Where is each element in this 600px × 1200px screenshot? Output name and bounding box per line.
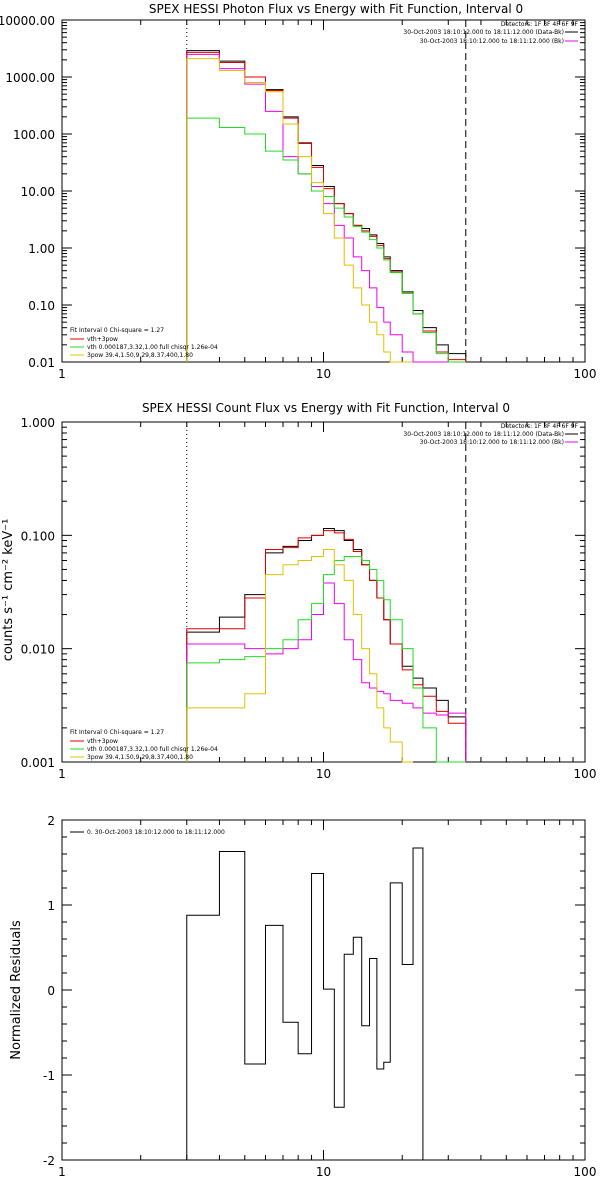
photon-legend-model: vth+3pow bbox=[87, 336, 118, 343]
y-tick-label: 1 bbox=[47, 899, 55, 913]
x-tick-label: 100 bbox=[574, 767, 597, 781]
x-tick-label: 100 bbox=[574, 1165, 597, 1179]
series-3-step-line bbox=[186, 117, 466, 363]
count-flux-title: SPEX HESSI Count Flux vs Energy with Fit… bbox=[142, 401, 510, 415]
series-1-step-line bbox=[186, 530, 467, 762]
photon-legend-bk: 30-Oct-2003 18:10:12.000 to 18:11:12.000… bbox=[420, 38, 564, 45]
count-legend-detectors: Detectors: 1F 3F 4F 6F 9F bbox=[501, 423, 579, 430]
series-2-step-line bbox=[186, 582, 467, 762]
y-tick-label: 0.010 bbox=[21, 643, 55, 657]
photon-legend-vth: vth 0.000187,3.32,1.00 full chisqr 1.26e… bbox=[87, 344, 218, 351]
y-tick-label: 10000.00 bbox=[0, 14, 55, 28]
photon-legend-data-bk: 30-Oct-2003 18:10:12.000 to 18:11:12.000… bbox=[403, 29, 564, 36]
residuals-panel: Normalized Residuals 1 10 100 -2 -1 0 1 2 0. 30… bbox=[9, 814, 596, 1179]
photon-legend-fit: Fit Interval 0 Chi-square = 1.27 bbox=[70, 327, 164, 334]
count-legend-fit: Fit Interval 0 Chi-square = 1.27 bbox=[70, 729, 164, 736]
residuals-ylabel: Normalized Residuals bbox=[9, 920, 24, 1060]
count-legend-model: vth+3pow bbox=[87, 738, 118, 745]
x-tick-label: 10 bbox=[316, 767, 331, 781]
series-0-step-line bbox=[186, 847, 424, 1160]
x-tick-label: 100 bbox=[574, 367, 597, 381]
count-legend-data-bk: 30-Oct-2003 18:10:12.000 to 18:11:12.000… bbox=[403, 431, 564, 438]
y-tick-label: -2 bbox=[43, 1154, 55, 1168]
series-0-step-line bbox=[186, 50, 467, 362]
count-legend-right: Detectors: 1F 3F 4F 6F 9F 30-Oct-2003 18… bbox=[403, 423, 578, 446]
series-1-step-line bbox=[186, 51, 467, 362]
y-tick-label: 0.001 bbox=[21, 756, 55, 770]
y-tick-label: 1000.00 bbox=[5, 71, 55, 85]
x-tick-label: 1 bbox=[58, 1165, 66, 1179]
count-flux-ylabel: counts s⁻¹ cm⁻² keV⁻¹ bbox=[1, 519, 16, 662]
y-tick-label: 100.00 bbox=[13, 128, 55, 142]
photon-flux-title: SPEX HESSI Photon Flux vs Energy with Fi… bbox=[149, 2, 523, 16]
series-4-step-line bbox=[186, 58, 414, 363]
y-tick-label: 1.000 bbox=[21, 416, 55, 430]
y-tick-label: 0.100 bbox=[21, 529, 55, 543]
count-legend-left: Fit Interval 0 Chi-square = 1.27 vth+3po… bbox=[70, 729, 218, 761]
photon-legend-left: Fit Interval 0 Chi-square = 1.27 vth+3po… bbox=[70, 327, 218, 359]
count-legend-3pow: 3pow 39.4,1.50,9.29,8.37,400,1.80 bbox=[87, 754, 193, 761]
photon-legend-3pow: 3pow 39.4,1.50,9.29,8.37,400,1.80 bbox=[87, 352, 193, 359]
photon-flux-panel: SPEX HESSI Photon Flux vs Energy with Fi… bbox=[0, 2, 596, 381]
residuals-legend: 0. 30-Oct-2003 18:10:12.000 to 18:11:12.… bbox=[70, 829, 225, 836]
count-legend-bk: 30-Oct-2003 18:10:12.000 to 18:11:12.000… bbox=[420, 439, 564, 446]
series-4-step-line bbox=[186, 548, 414, 763]
x-tick-label: 10 bbox=[316, 1165, 331, 1179]
residual-plot-frame bbox=[61, 819, 586, 1161]
series-2-step-line bbox=[186, 53, 466, 363]
y-tick-label: 2 bbox=[47, 814, 55, 828]
y-tick-label: 0.10 bbox=[28, 299, 55, 313]
x-tick-label: 1 bbox=[58, 767, 66, 781]
y-tick-label: -1 bbox=[43, 1069, 55, 1083]
count-legend-vth: vth 0.000187,3.32,1.00 full chisqr 1.26e… bbox=[87, 746, 218, 753]
y-tick-label: 0 bbox=[47, 984, 55, 998]
photon-legend-right: Detectors: 1F 3F 4F 6F 9F 30-Oct-2003 18… bbox=[403, 21, 578, 45]
y-tick-label: 10.00 bbox=[21, 185, 55, 199]
photon-legend-detectors: Detectors: 1F 3F 4F 6F 9F bbox=[501, 21, 579, 28]
x-tick-label: 1 bbox=[58, 367, 66, 381]
x-tick-label: 10 bbox=[316, 367, 331, 381]
y-tick-label: 1.00 bbox=[28, 242, 55, 256]
count-flux-panel: SPEX HESSI Count Flux vs Energy with Fit… bbox=[1, 401, 596, 781]
series-3-step-line bbox=[186, 556, 466, 763]
residuals-legend-label: 0. 30-Oct-2003 18:10:12.000 to 18:11:12.… bbox=[87, 829, 225, 836]
y-tick-label: 0.01 bbox=[28, 356, 55, 370]
series-0-step-line bbox=[186, 527, 467, 762]
